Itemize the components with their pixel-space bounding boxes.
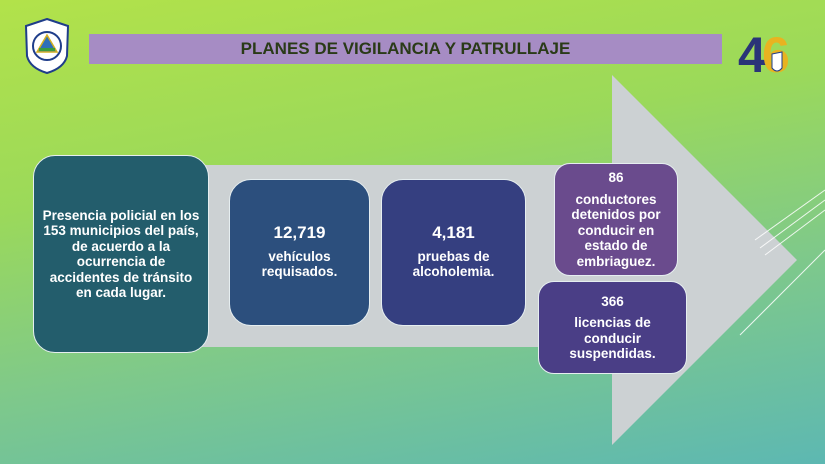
decorative-lines — [739, 189, 825, 336]
patrol-presence-card: Presencia policial en los 153 municipios… — [33, 155, 209, 353]
licenses-suspended-card: 366 licencias de conducir suspendidas. — [538, 281, 687, 374]
card-number: 12,719 — [273, 223, 326, 243]
card-text: licencias de conducir suspendidas. — [569, 315, 656, 361]
card-text: pruebas de alcoholemia. — [412, 248, 495, 280]
page-title-bar: PLANES DE VIGILANCIA Y PATRULLAJE — [89, 34, 722, 64]
card-text: Presencia policial en los 153 municipios… — [42, 207, 200, 301]
card-number: 4,181 — [432, 223, 475, 243]
vehicles-card: 12,719 vehículos requisados. — [229, 179, 370, 326]
page-title: PLANES DE VIGILANCIA Y PATRULLAJE — [240, 39, 571, 58]
anniversary-46-logo: 4 6 — [738, 27, 790, 80]
police-logo — [24, 18, 70, 74]
card-text: vehículos requisados. — [261, 248, 338, 280]
card-text: conductores detenidos por conducir en es… — [571, 191, 661, 269]
drivers-detained-card: 86 conductores detenidos por conducir en… — [554, 163, 678, 276]
card-number: 366 — [601, 293, 624, 309]
alcohol-tests-card: 4,181 pruebas de alcoholemia. — [381, 179, 526, 326]
svg-text:4: 4 — [738, 27, 766, 80]
card-number: 86 — [608, 170, 624, 185]
